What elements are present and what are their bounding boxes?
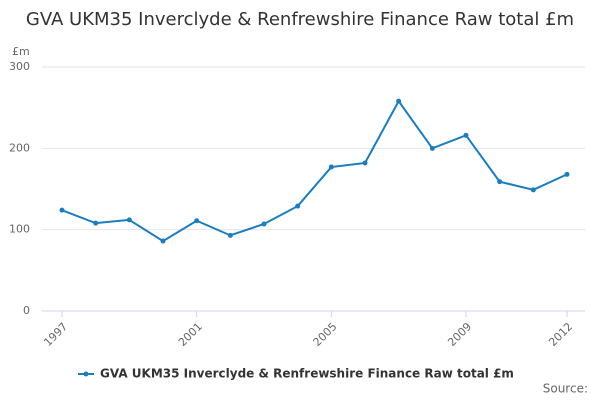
y-tick-label: 100 [9, 223, 30, 236]
line [61, 99, 568, 243]
point [261, 221, 267, 227]
x-tick-label: 1997 [41, 320, 70, 349]
point [497, 179, 503, 185]
y-tick-label: 0 [23, 304, 30, 317]
y-axis-label: £m [12, 45, 30, 58]
y-tick-label: 300 [9, 60, 30, 73]
x-tick-label: 2009 [445, 320, 474, 349]
point [160, 238, 166, 244]
point [463, 132, 469, 138]
y-tick-label: 200 [9, 141, 30, 154]
legend-label: GVA UKM35 Inverclyde & Renfrewshire Fina… [100, 367, 514, 381]
x-tick-label: 2005 [311, 320, 340, 349]
source: Source: [543, 382, 588, 396]
point [93, 220, 99, 226]
x-tick-label: 2001 [176, 320, 205, 349]
point [530, 187, 536, 193]
point [227, 232, 233, 238]
chart-title: GVA UKM35 Inverclyde & Renfrewshire Fina… [25, 9, 575, 30]
point [194, 218, 200, 224]
point [429, 145, 435, 151]
point [396, 98, 402, 104]
point [126, 217, 132, 223]
point [564, 171, 570, 177]
point [362, 160, 368, 166]
point [328, 164, 334, 170]
point [295, 203, 301, 209]
legend-marker [83, 371, 89, 377]
x-tick-label: 2012 [546, 320, 575, 349]
point [59, 207, 65, 213]
